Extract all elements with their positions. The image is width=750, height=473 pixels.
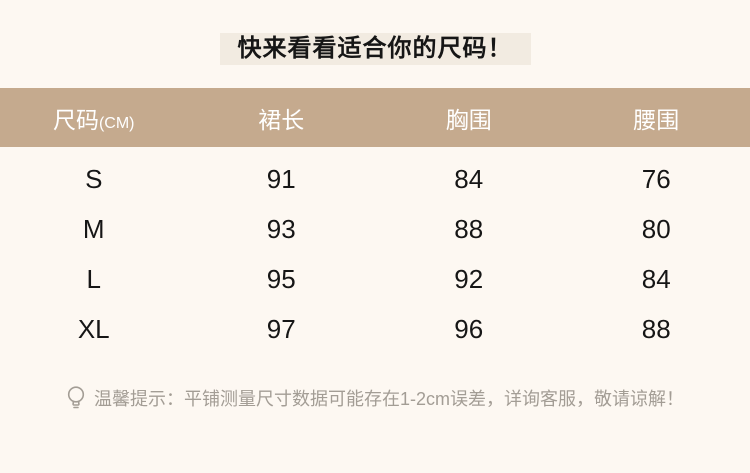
cell-skirt-length: 91 [266,163,296,194]
lightbulb-icon [66,385,86,411]
cell-size: M [82,213,105,244]
column-header-bust: 胸围 [445,106,492,133]
cell-bust: 92 [454,263,484,294]
page-title: 快来看看适合你的尺码！ [219,33,531,65]
tip-text: 温馨提示：平铺测量尺寸数据可能存在1-2cm误差，详询客服，敬请谅解！ [93,389,684,409]
cell-size: XL [77,313,110,344]
title-bar: 快来看看适合你的尺码！ [0,0,750,65]
table-header-row: 尺码(CM) 裙长 胸围 腰围 [0,88,750,147]
table-row: S 91 84 76 [0,154,750,204]
cell-skirt-length: 97 [266,313,296,344]
column-header-waist: 腰围 [633,106,680,133]
table-row: M 93 88 80 [0,204,750,254]
cell-skirt-length: 95 [266,263,296,294]
cell-skirt-length: 93 [266,213,296,244]
table-row: L 95 92 84 [0,254,750,304]
measurement-tip: 温馨提示：平铺测量尺寸数据可能存在1-2cm误差，详询客服，敬请谅解！ [0,385,750,411]
cell-size: L [86,263,101,294]
cell-waist: 84 [641,263,671,294]
column-header-size-label: 尺码 [52,106,99,133]
table-row: XL 97 96 88 [0,304,750,354]
cell-bust: 88 [454,213,484,244]
cell-bust: 84 [454,163,484,194]
cell-waist: 88 [641,313,671,344]
cell-waist: 80 [641,213,671,244]
size-table: 尺码(CM) 裙长 胸围 腰围 S 91 84 76 M 93 88 80 L … [0,88,750,354]
table-body: S 91 84 76 M 93 88 80 L 95 92 84 XL 97 9… [0,154,750,354]
column-header-skirt-length: 裙长 [258,106,305,133]
column-header-size-unit: (CM) [98,114,135,132]
cell-size: S [85,163,103,194]
cell-bust: 96 [454,313,484,344]
cell-waist: 76 [641,163,671,194]
column-header-size: 尺码(CM) [0,101,188,135]
size-chart-page: 快来看看适合你的尺码！ 尺码(CM) 裙长 胸围 腰围 S 91 84 76 M… [0,0,750,411]
